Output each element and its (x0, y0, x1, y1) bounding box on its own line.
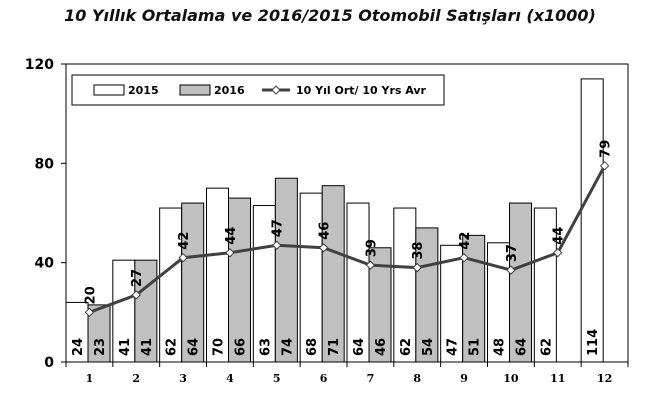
bar-2016-3 (181, 202, 205, 363)
bar-value-label: 23 (93, 338, 108, 356)
bar-2015-6 (299, 192, 323, 363)
bar-value-label: 62 (539, 338, 554, 356)
bar-value-label: 47 (446, 338, 461, 356)
average-point-marker (553, 248, 563, 258)
average-value-label: 20 (83, 286, 98, 304)
legend-swatch-2016 (179, 84, 211, 96)
average-line-path (88, 165, 606, 314)
legend-label-2016: 2016 (214, 84, 245, 97)
average-value-label: 47 (271, 219, 286, 237)
x-axis: 1 2 3 4 5 6 7 8 9 10 11 12 (65, 362, 629, 385)
bar-value-label: 66 (234, 338, 249, 356)
average-value-label: 79 (599, 140, 614, 158)
average-point-marker (318, 243, 329, 253)
legend-swatch-2015 (93, 84, 125, 96)
bar-2016-7 (368, 247, 392, 363)
x-tick-label: 6 (320, 372, 328, 385)
average-value-label: 44 (224, 227, 239, 245)
x-tick-label: 2 (132, 372, 140, 385)
data-labels: 24 41 62 70 63 68 64 62 47 48 62 114 23 41 64 66 74 71 46 5… (71, 140, 614, 356)
average-value-label: 38 (411, 242, 426, 260)
average-point-marker (506, 265, 516, 275)
legend: 2015 2016 10 Yıl Ort/ 10 Yrs Avr (71, 74, 445, 106)
x-tick-label: 9 (460, 372, 468, 385)
x-tick-label: 12 (597, 372, 612, 385)
bar-2016-1 (87, 304, 111, 363)
bar-2016-6 (321, 185, 345, 363)
average-point-marker (272, 240, 282, 250)
bar-value-label: 41 (140, 338, 155, 356)
average-point-marker (225, 248, 235, 258)
average-point-marker (599, 161, 610, 171)
average-point-marker (178, 252, 188, 263)
bar-value-label: 62 (165, 338, 180, 356)
average-value-label: 42 (458, 232, 473, 250)
bar-value-label: 51 (468, 338, 483, 356)
average-value-label: 44 (552, 227, 567, 245)
bar-2015-12 (580, 78, 604, 363)
y-axis: 0 40 80 120 (25, 57, 66, 371)
y-tick-label: 80 (35, 156, 55, 172)
x-tick-label: 4 (226, 372, 234, 385)
bar-value-label: 71 (327, 338, 342, 356)
x-tick-label: 11 (550, 372, 565, 385)
bar-value-label: 48 (493, 338, 508, 356)
x-tick-label: 7 (367, 372, 375, 385)
bar-2016-8 (415, 227, 439, 363)
y-tick-label: 120 (25, 57, 54, 73)
legend-marker-average (271, 85, 281, 95)
legend-label-average: 10 Yıl Ort/ 10 Yrs Avr (296, 84, 427, 97)
bar-2016-4 (228, 197, 252, 363)
y-tick-label: 40 (35, 256, 55, 272)
bar-value-label: 41 (118, 338, 133, 356)
legend-label-2015: 2015 (128, 84, 159, 97)
x-tick-label: 8 (413, 372, 421, 385)
bar-value-label: 24 (71, 338, 86, 356)
average-point-marker (84, 307, 95, 318)
average-point-marker (412, 262, 422, 273)
bar-2015-11 (533, 207, 557, 363)
bar-value-label: 74 (280, 338, 295, 356)
bar-value-label: 68 (305, 338, 320, 356)
bar-2016-10 (509, 202, 533, 363)
average-line (84, 161, 610, 318)
bar-value-label: 70 (212, 338, 227, 356)
bar-value-label: 64 (515, 338, 530, 356)
average-point-marker (365, 260, 376, 270)
average-point-marker (459, 252, 469, 263)
x-tick-label: 3 (179, 372, 187, 385)
x-tick-label: 10 (503, 372, 519, 385)
bar-value-label: 62 (399, 338, 414, 356)
bar-2016-5 (274, 177, 298, 363)
bars (65, 78, 604, 363)
average-value-label: 46 (318, 222, 333, 240)
legend-box (71, 74, 445, 106)
bar-2016-9 (462, 234, 486, 363)
y-tick-label: 0 (44, 355, 54, 371)
bar-2016-2 (134, 259, 158, 363)
bar-value-label: 64 (187, 338, 202, 356)
bar-value-label: 46 (374, 338, 389, 356)
average-value-label: 27 (130, 269, 145, 287)
average-point-marker (131, 290, 141, 300)
x-tick-label: 5 (273, 372, 281, 385)
average-value-label: 39 (364, 239, 379, 257)
bar-value-label: 54 (421, 338, 436, 356)
average-value-label: 37 (505, 244, 520, 262)
chart-title: 10 Yıllık Ortalama ve 2016/2015 Otomobil… (64, 6, 596, 25)
bar-value-label: 63 (258, 338, 273, 356)
average-value-label: 42 (177, 232, 192, 250)
bar-2015-4 (206, 187, 230, 363)
bar-value-label: 114 (586, 329, 601, 356)
x-tick-label: 1 (86, 372, 94, 385)
bar-value-label: 64 (352, 338, 367, 356)
